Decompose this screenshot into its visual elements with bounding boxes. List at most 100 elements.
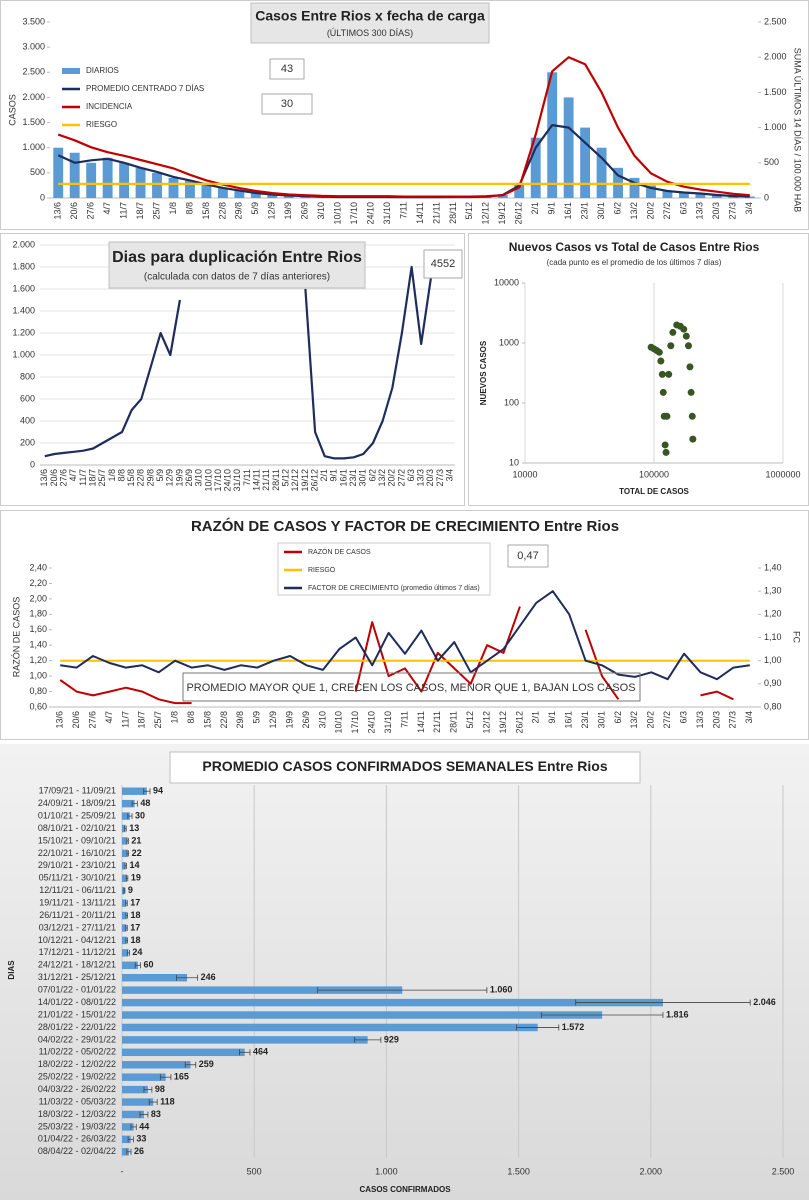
y-tick-label: 08/04/22 - 02/04/22	[38, 1146, 116, 1156]
y-tick-label: 800	[20, 371, 35, 381]
bar	[122, 1061, 191, 1069]
y-tick-label: 29/10/21 - 23/10/21	[38, 860, 116, 870]
y-tick-label: 25/03/22 - 19/03/22	[38, 1121, 116, 1131]
bar	[53, 147, 64, 198]
y-tick-label: 17/09/21 - 11/09/21	[39, 786, 116, 796]
bar	[152, 172, 162, 198]
x-tick-label: 13/2	[377, 469, 387, 487]
x-tick-label: 13/2	[629, 202, 639, 220]
y-tick-label: 01/04/22 - 26/03/22	[38, 1134, 116, 1144]
x-tick-label: 2/1	[531, 711, 541, 724]
bar	[514, 182, 525, 198]
annotation-box	[261, 93, 313, 115]
legend-label: RIESGO	[308, 567, 336, 574]
y-tick-label: 15/10/21 - 09/10/21	[38, 835, 116, 845]
x-tick-label: 14/11	[252, 469, 262, 491]
chart-title: Dias para duplicación Entre Rios	[112, 249, 362, 266]
x-tick-label: 7/11	[399, 711, 409, 728]
x-tick-label: 3/4	[744, 202, 754, 215]
x-tick-label: 8/8	[186, 711, 196, 724]
x-tick-label: 10000	[512, 469, 537, 479]
data-label: 48	[140, 798, 150, 808]
y2-tick-label: 1,20	[764, 609, 782, 619]
y2-axis-label: FC	[792, 631, 802, 643]
y-tick-label: 26/11/21 - 20/11/21	[39, 910, 116, 920]
x-tick-label: 7/11	[398, 202, 408, 219]
x-tick-label: 23/1	[348, 469, 358, 487]
x-tick-label: 21/11	[431, 202, 441, 224]
y-tick-label: 1.000	[22, 142, 45, 152]
x-tick-label: 6/2	[367, 469, 377, 482]
x-tick-label: 20/6	[49, 469, 59, 487]
x-tick-label: 10/10	[203, 469, 213, 492]
x-tick-label: 13/3	[695, 711, 705, 729]
x-tick-label: -	[121, 1166, 124, 1176]
data-label: 259	[199, 1059, 214, 1069]
x-tick-label: 1.000	[375, 1166, 398, 1176]
x-tick-label: 18/7	[87, 469, 97, 487]
bar	[122, 949, 129, 957]
bar	[122, 973, 188, 982]
x-tick-label: 2/1	[319, 469, 329, 482]
x-tick-label: 25/7	[97, 469, 107, 487]
annotation-box	[507, 544, 549, 568]
x-tick-label: 3/4	[445, 469, 455, 482]
x-tick-label: 27/6	[86, 202, 96, 220]
bar	[580, 127, 591, 198]
scatter-point	[661, 441, 669, 449]
data-label: 1.060	[490, 985, 513, 995]
y-tick-label: 10/12/21 - 04/12/21	[38, 935, 116, 945]
x-tick-label: 7/11	[242, 469, 252, 486]
series-line	[57, 56, 750, 198]
y-tick-label: 2,20	[29, 578, 47, 588]
y-tick-label: 04/02/22 - 29/01/22	[38, 1034, 116, 1044]
title-box	[250, 2, 490, 44]
bar	[122, 1148, 129, 1156]
x-tick-label: 12/12	[290, 469, 300, 492]
legend-label: RIESGO	[86, 120, 117, 129]
y-tick-label: 0,60	[29, 701, 47, 711]
bar	[122, 824, 126, 833]
x-tick-label: 11/7	[118, 202, 128, 219]
y2-tick-label: 1,10	[764, 632, 782, 642]
x-tick-label: 27/3	[728, 202, 738, 220]
annotation: PROMEDIO MAYOR QUE 1, CRECEN LOS CASOS, …	[186, 682, 635, 694]
bar	[122, 1085, 148, 1094]
bar	[122, 1011, 603, 1019]
y2-tick-label: 0	[764, 192, 769, 202]
x-tick-label: 10/10	[333, 202, 343, 225]
data-label: 929	[384, 1034, 399, 1044]
x-tick-label: 29/8	[145, 469, 155, 487]
data-label: 14	[129, 860, 139, 870]
x-tick-label: 2/1	[530, 202, 540, 215]
y-tick-label: 0	[30, 459, 35, 469]
x-tick-label: 8/8	[116, 469, 126, 482]
x-tick-label: 26/9	[300, 202, 310, 220]
x-tick-label: 27/6	[59, 469, 69, 487]
x-tick-label: 25/7	[151, 202, 161, 220]
data-label: 9	[128, 885, 133, 895]
x-tick-label: 17/10	[349, 202, 359, 225]
bar	[122, 899, 127, 907]
y-tick-label: 24/12/21 - 18/12/21	[38, 960, 116, 970]
x-tick-label: 4/7	[104, 711, 114, 724]
y-tick-label: 01/10/21 - 25/09/21	[38, 810, 116, 820]
bar	[69, 152, 80, 198]
x-tick-label: 28/11	[271, 469, 281, 491]
bar	[497, 194, 508, 198]
scatter-point	[667, 342, 675, 350]
x-tick-label: 22/8	[217, 202, 227, 220]
bar	[250, 192, 261, 198]
y-tick-label: 1,80	[29, 609, 47, 619]
x-tick-label: 1/8	[107, 469, 117, 482]
y2-tick-label: 1,00	[764, 655, 782, 665]
x-tick-label: 13/2	[629, 711, 639, 729]
bar	[563, 97, 574, 198]
x-tick-label: 14/11	[416, 711, 426, 733]
x-tick-label: 4/7	[102, 202, 112, 215]
bar	[122, 1048, 245, 1057]
scatter-point	[659, 388, 667, 396]
y-tick-label: 12/11/21 - 06/11/21	[39, 885, 116, 895]
bar	[629, 177, 640, 198]
scatter-point	[658, 370, 666, 378]
